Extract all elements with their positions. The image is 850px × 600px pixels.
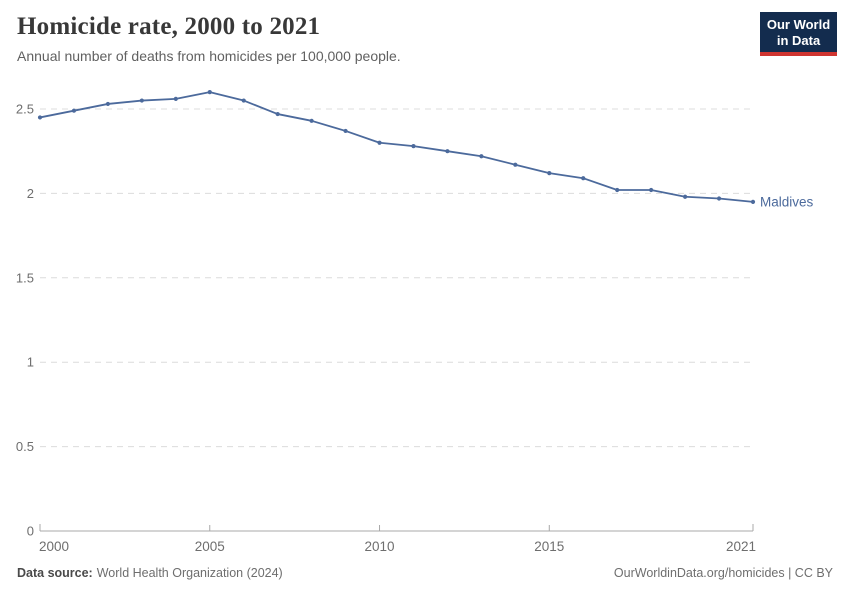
data-point-2015[interactable]	[547, 171, 552, 176]
y-tick-label: 1	[27, 355, 34, 370]
data-point-2017[interactable]	[615, 187, 620, 193]
series-label-maldives[interactable]: Maldives	[760, 194, 814, 209]
data-point-2003[interactable]	[139, 98, 144, 103]
data-point-2006[interactable]	[241, 98, 246, 103]
data-point-2007[interactable]	[275, 111, 280, 117]
data-point-2001[interactable]	[71, 108, 77, 113]
data-point-2004[interactable]	[173, 96, 178, 101]
x-tick-label: 2021	[726, 539, 756, 554]
y-tick-label: 0	[27, 524, 34, 539]
y-tick-label: 1.5	[16, 270, 34, 285]
data-point-2012[interactable]	[445, 149, 450, 154]
data-point-2009[interactable]	[343, 128, 348, 134]
data-point-2014[interactable]	[513, 162, 518, 167]
owid-logo[interactable]: Our World in Data	[760, 12, 837, 56]
x-tick-label: 2010	[365, 539, 395, 554]
data-point-2010[interactable]	[377, 140, 382, 145]
data-point-2005[interactable]	[207, 90, 212, 95]
x-tick-label: 2015	[534, 539, 564, 554]
credit-link[interactable]: OurWorldinData.org/homicides | CC BY	[613, 566, 833, 580]
chart-header: Homicide rate, 2000 to 2021 Annual numbe…	[17, 13, 401, 64]
data-point-2002[interactable]	[105, 101, 111, 107]
data-source-label: Data source:	[17, 566, 93, 580]
data-point-2019[interactable]	[682, 194, 688, 199]
y-tick-label: 2	[27, 186, 34, 201]
data-point-2000[interactable]	[37, 115, 43, 120]
data-point-2020[interactable]	[716, 196, 722, 201]
page-title: Homicide rate, 2000 to 2021	[17, 13, 321, 40]
data-point-2013[interactable]	[479, 154, 484, 159]
y-tick-label: 2.5	[16, 102, 34, 117]
series-line-maldives[interactable]	[39, 91, 754, 203]
data-point-2011[interactable]	[411, 144, 416, 149]
chart-footer: Data source: World Health Organization (2…	[17, 566, 833, 580]
owid-logo-line2: in Data	[776, 32, 821, 48]
data-point-2021[interactable]	[750, 199, 756, 204]
chart-subtitle: Annual number of deaths from homicides p…	[17, 48, 401, 64]
owid-logo-line1: Our World	[766, 17, 831, 32]
data-source-value: World Health Organization (2024)	[96, 566, 283, 580]
x-tick-label: 2005	[195, 539, 225, 554]
x-tick-label: 2000	[39, 539, 69, 554]
data-point-2016[interactable]	[581, 176, 586, 181]
data-point-2008[interactable]	[309, 118, 314, 123]
data-source: Data source: World Health Organization (2…	[17, 566, 283, 580]
data-point-2018[interactable]	[649, 187, 654, 193]
y-tick-label: 0.5	[16, 439, 34, 454]
